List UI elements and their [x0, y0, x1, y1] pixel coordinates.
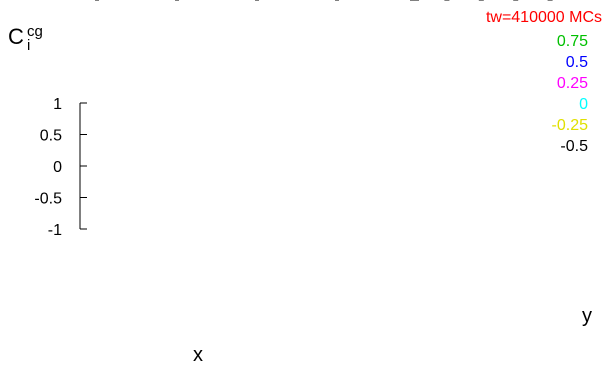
x-axis-label: x — [193, 344, 203, 366]
y-tick-label-0: 0 — [429, 0, 438, 4]
y-axis-label: y — [582, 305, 592, 327]
axes: 1 0.5 0 -0.5 -1 0 16 32 48 64 0 16 32 48 64 — [34, 0, 584, 239]
z-tick-label-1: 1 — [53, 96, 62, 113]
legend-entry-0: 0 — [579, 96, 588, 113]
legend-entry-0.25: 0.25 — [557, 75, 588, 92]
legend-entry--0.5: -0.5 — [560, 138, 588, 155]
legend-entry-0.5: 0.5 — [566, 54, 588, 71]
legend-entry--0.25: -0.25 — [552, 117, 589, 134]
y-tick-label-32: 32 — [498, 0, 516, 4]
legend: 0.75 0.5 0.25 0 -0.25 -0.5 — [552, 33, 589, 155]
z-tick-label-0: 0 — [53, 159, 62, 176]
x-tick-label-32: 32 — [236, 0, 254, 4]
z-tick-label--0.5: -0.5 — [34, 191, 62, 208]
x-tick-label-0: 0 — [81, 0, 90, 4]
z-tick-label-0.5: 0.5 — [40, 128, 62, 145]
y-tick-label-48: 48 — [532, 0, 550, 4]
chart-title: tw=410000 MCs — [486, 9, 602, 26]
x-tick-label-16: 16 — [156, 0, 174, 4]
z-axis-label-sub: i — [27, 37, 30, 54]
z-axis-label-main: C — [8, 24, 24, 49]
z-axis-label-sup: cg — [27, 23, 43, 40]
x-tick-label-48: 48 — [316, 0, 334, 4]
z-tick-label--1: -1 — [48, 222, 62, 239]
y-tick-label-64: 64 — [567, 0, 585, 4]
legend-entry-0.75: 0.75 — [557, 33, 588, 50]
x-tick-label-64: 64 — [396, 0, 414, 4]
y-tick-label-16: 16 — [463, 0, 481, 4]
